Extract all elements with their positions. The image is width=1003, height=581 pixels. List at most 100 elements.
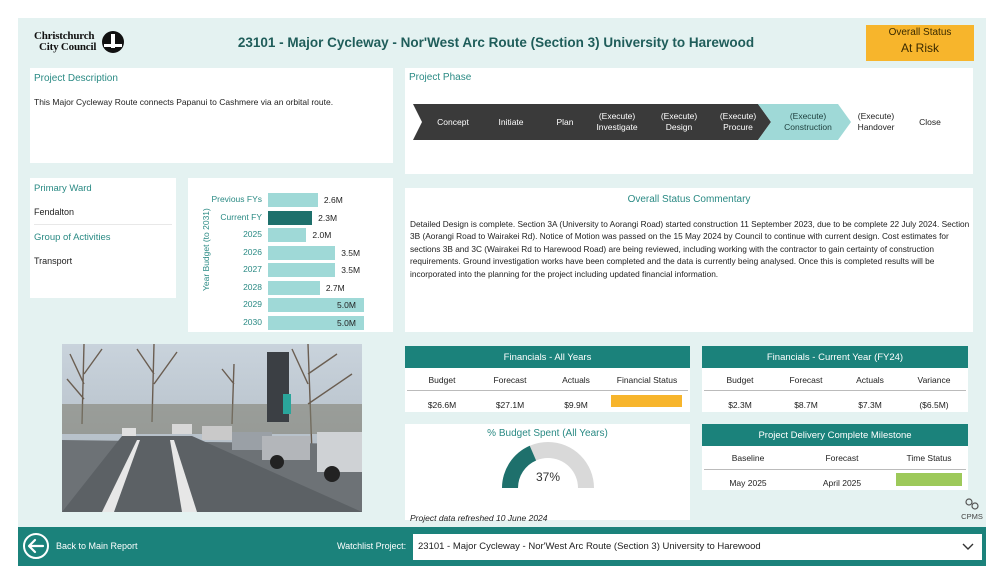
financials-all-years-heading: Financials - All Years bbox=[405, 346, 690, 368]
fa-budget-value: $26.6M bbox=[427, 400, 457, 410]
financials-all-years-card: Financials - All Years Budget Forecast A… bbox=[405, 346, 690, 412]
delivery-milestone-heading: Project Delivery Complete Milestone bbox=[702, 424, 968, 446]
year-budget-chart: Year Budget (to 2031) Previous FYs 2.6M Cu… bbox=[188, 178, 393, 332]
fc-forecast-value: $8.7M bbox=[794, 400, 818, 410]
watchlist-project-select[interactable]: 23101 - Major Cycleway - Nor'West Arc Ro… bbox=[413, 534, 982, 560]
budget-bar[interactable] bbox=[268, 315, 364, 330]
phase-step-concept: Concept bbox=[437, 116, 469, 127]
fa-col-actuals: Actuals bbox=[562, 375, 590, 385]
project-phase-card: Project Phase Concept Initiate Plan (Exe… bbox=[405, 68, 973, 174]
budget-spent-heading: % Budget Spent (All Years) bbox=[487, 428, 608, 439]
fc-col-actuals: Actuals bbox=[856, 375, 884, 385]
info-divider bbox=[34, 224, 172, 225]
budget-bar[interactable] bbox=[268, 298, 364, 312]
fa-col-forecast: Forecast bbox=[493, 375, 527, 385]
fc-actuals-value: $7.3M bbox=[858, 400, 882, 410]
fa-forecast-value: $27.1M bbox=[495, 400, 525, 410]
budget-bar-value: 2.3M bbox=[318, 212, 338, 223]
fc-budget-value: $2.3M bbox=[728, 400, 752, 410]
budget-bar[interactable] bbox=[268, 228, 307, 242]
delivery-milestone-card: Project Delivery Complete Milestone Base… bbox=[702, 424, 968, 490]
budget-bar-value: 3.5M bbox=[341, 247, 361, 258]
cpms-link[interactable]: CPMS bbox=[952, 498, 992, 521]
primary-ward-label: Primary Ward bbox=[34, 183, 92, 194]
budget-bar[interactable] bbox=[268, 280, 320, 295]
project-description-card: Project Description This Major Cycleway … bbox=[30, 68, 393, 163]
budget-category-label: 2026 bbox=[243, 246, 262, 257]
back-button[interactable] bbox=[23, 533, 49, 559]
link-icon bbox=[965, 498, 979, 510]
budget-category-label: 2030 bbox=[243, 316, 262, 327]
phase-chevron-shapes bbox=[413, 104, 851, 140]
ms-col-forecast: Forecast bbox=[825, 453, 859, 463]
chevron-down-icon bbox=[962, 543, 974, 550]
primary-ward-value: Fendalton bbox=[34, 207, 75, 217]
budget-category-label: Previous FYs bbox=[211, 194, 262, 204]
fa-actuals-value: $9.9M bbox=[564, 400, 588, 410]
phase-chevron-track: Concept Initiate Plan (Execute) Investig… bbox=[413, 104, 973, 140]
project-description-text: This Major Cycleway Route connects Papan… bbox=[34, 97, 334, 107]
budget-bar-value: 5.0M bbox=[337, 300, 356, 310]
phase-step-initiate: Initiate bbox=[498, 116, 524, 127]
ms-divider bbox=[704, 469, 966, 470]
phase-step-close: Close bbox=[919, 116, 941, 127]
status-commentary-text: Detailed Design is complete. Section 3A … bbox=[410, 219, 970, 279]
phase-step-construction: (Execute) Construction bbox=[784, 111, 832, 132]
overall-status-value: At Risk bbox=[900, 41, 939, 55]
project-site-photo bbox=[62, 344, 362, 512]
budget-category-label: 2029 bbox=[243, 299, 262, 309]
ms-forecast-value: April 2025 bbox=[822, 478, 862, 488]
financials-current-year-heading: Financials - Current Year (FY24) bbox=[702, 346, 968, 368]
data-refresh-note: Project data refreshed 10 June 2024 bbox=[410, 513, 548, 523]
fa-col-financial-status: Financial Status bbox=[616, 375, 678, 385]
overall-status-badge: Overall Status At Risk bbox=[866, 25, 974, 61]
budget-bar-value: 5.0M bbox=[337, 317, 356, 328]
budget-bar-value: 2.7M bbox=[325, 282, 345, 293]
phase-step-plan: Plan bbox=[556, 116, 574, 127]
logo-emblem-icon bbox=[102, 31, 124, 53]
budget-category-label: 2025 bbox=[243, 229, 262, 239]
ward-info-card: Primary Ward Fendalton Group of Activiti… bbox=[30, 178, 176, 298]
phase-step-design: (Execute) Design bbox=[660, 111, 698, 132]
fa-col-budget: Budget bbox=[428, 375, 456, 385]
project-phase-heading: Project Phase bbox=[409, 72, 472, 83]
budget-bar[interactable] bbox=[268, 263, 336, 277]
phase-step-procure: (Execute) Procure bbox=[719, 111, 757, 132]
group-of-activities-label: Group of Activities bbox=[34, 232, 111, 243]
cpms-label: CPMS bbox=[961, 512, 983, 521]
status-commentary-card: Overall Status Commentary Detailed Desig… bbox=[405, 188, 973, 332]
watchlist-label: Watchlist Project: bbox=[337, 541, 407, 551]
fc-divider bbox=[704, 390, 966, 391]
fa-financial-status-indicator bbox=[611, 395, 682, 407]
phase-step-investigate: (Execute) Investigate bbox=[596, 111, 638, 132]
fc-variance-value: ($6.5M) bbox=[919, 400, 949, 410]
budget-category-label: Current FY bbox=[220, 211, 262, 222]
logo-line1: Christchurch bbox=[34, 30, 95, 42]
back-to-main-report-link[interactable]: Back to Main Report bbox=[56, 541, 138, 551]
budget-category-label: 2027 bbox=[243, 264, 262, 274]
logo-line2: City Council bbox=[39, 41, 97, 53]
budget-spent-gauge-card: % Budget Spent (All Years) 37% bbox=[405, 424, 690, 520]
ms-baseline-value: May 2025 bbox=[729, 478, 767, 488]
financials-current-year-card: Financials - Current Year (FY24) Budget … bbox=[702, 346, 968, 412]
budget-category-label: 2028 bbox=[243, 281, 262, 292]
ms-col-baseline: Baseline bbox=[731, 453, 765, 463]
page-title: 23101 - Major Cycleway - Nor'West Arc Ro… bbox=[237, 35, 755, 50]
footer-bar: Back to Main Report Watchlist Project: 2… bbox=[18, 527, 986, 566]
status-commentary-heading: Overall Status Commentary bbox=[627, 194, 751, 205]
fc-col-budget: Budget bbox=[726, 375, 754, 385]
budget-spent-value: 37% bbox=[535, 470, 561, 484]
council-logo: Christchurch City Council bbox=[34, 30, 134, 56]
ms-col-time-status: Time Status bbox=[906, 453, 952, 463]
budget-bar[interactable] bbox=[268, 193, 318, 207]
arrow-left-icon bbox=[27, 538, 45, 554]
ms-time-status-indicator bbox=[896, 473, 962, 486]
budget-bar[interactable] bbox=[268, 245, 336, 260]
fa-divider bbox=[407, 390, 688, 391]
budget-bar-value: 3.5M bbox=[341, 265, 361, 275]
fc-col-forecast: Forecast bbox=[789, 375, 823, 385]
project-description-heading: Project Description bbox=[34, 73, 118, 84]
fc-col-variance: Variance bbox=[917, 375, 951, 385]
group-of-activities-value: Transport bbox=[34, 256, 73, 266]
budget-bar[interactable] bbox=[268, 210, 313, 225]
